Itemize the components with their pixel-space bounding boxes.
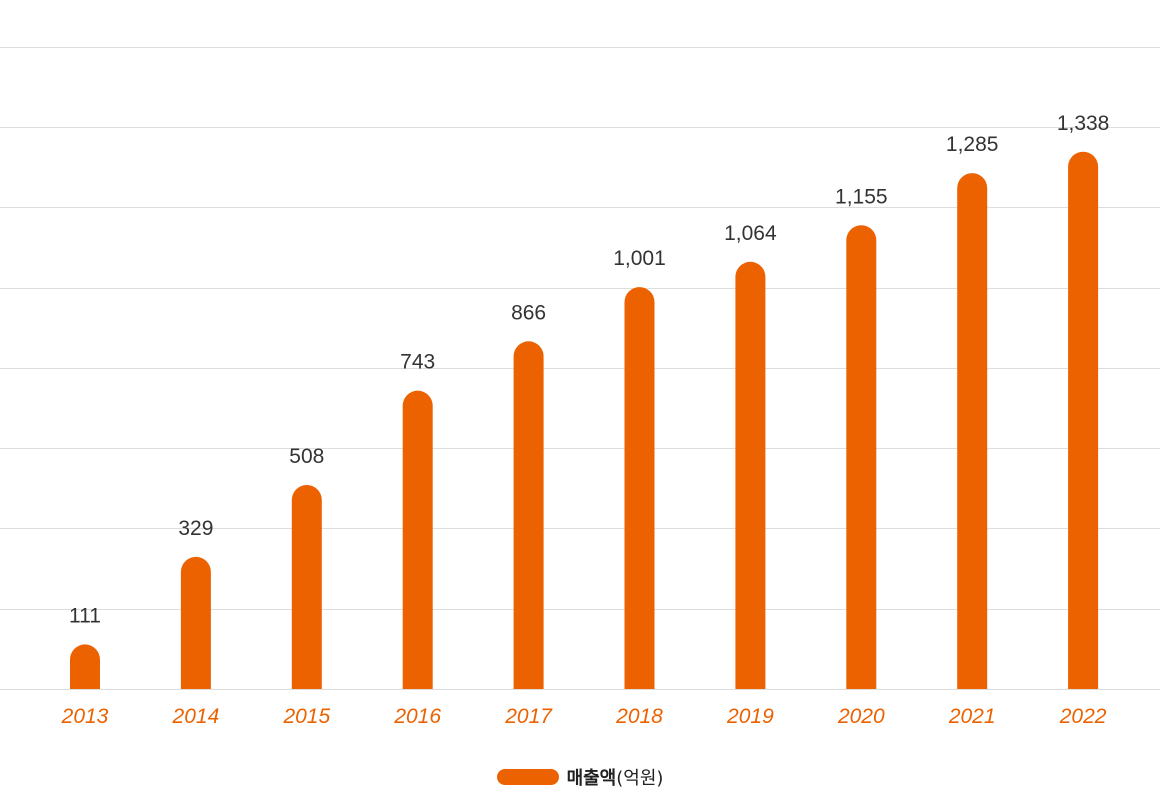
- x-tick-label-2018: 2018: [615, 705, 663, 728]
- value-label-2016: 743: [400, 351, 435, 374]
- bar-2015: [291, 485, 322, 689]
- x-axis-tick-labels: 2013 2014 2015 2016 2017 2018 2019 2020 2021 2022: [61, 705, 1107, 728]
- x-tick-label-2014: 2014: [172, 705, 220, 728]
- value-labels: 111 329 508 743 866 1,001 1,064 1,155 1,285 1,338: [69, 112, 1109, 628]
- value-label-2022: 1,338: [1057, 112, 1110, 135]
- x-tick-label-2022: 2022: [1059, 705, 1107, 728]
- bar-2020: [846, 225, 877, 689]
- value-label-2018: 1,001: [613, 247, 666, 270]
- bar-2022: [1068, 151, 1099, 690]
- legend: 매출액(억원): [0, 764, 1160, 790]
- bar-chart: 111 329 508 743 866 1,001 1,064 1,155 1,285 1,338…: [0, 47, 1160, 728]
- x-tick-label-2017: 2017: [504, 705, 553, 728]
- value-label-2013: 111: [69, 604, 101, 627]
- x-tick-label-2021: 2021: [948, 705, 996, 728]
- x-tick-label-2016: 2016: [393, 705, 441, 728]
- bar-2021: [957, 173, 988, 689]
- bar-2018: [624, 287, 655, 689]
- legend-label-unit: (억원): [616, 768, 664, 789]
- value-label-2019: 1,064: [724, 222, 777, 245]
- bar-2014: [180, 556, 211, 689]
- value-label-2020: 1,155: [835, 185, 888, 208]
- legend-swatch: [496, 769, 559, 785]
- value-label-2014: 329: [178, 517, 213, 540]
- x-tick-label-2020: 2020: [837, 705, 885, 728]
- bar-2017: [513, 341, 544, 689]
- value-label-2021: 1,285: [946, 133, 999, 156]
- legend-label-main: 매출액: [566, 768, 617, 789]
- x-tick-label-2019: 2019: [726, 705, 774, 728]
- bar-2016: [402, 390, 433, 689]
- value-label-2015: 508: [289, 445, 324, 468]
- x-tick-label-2013: 2013: [61, 705, 109, 728]
- value-label-2017: 866: [511, 301, 546, 324]
- bars: [70, 151, 1099, 690]
- x-tick-label-2015: 2015: [282, 705, 330, 728]
- bar-2019: [735, 261, 766, 689]
- legend-label: 매출액(억원): [567, 764, 664, 790]
- bar-2013: [70, 644, 100, 689]
